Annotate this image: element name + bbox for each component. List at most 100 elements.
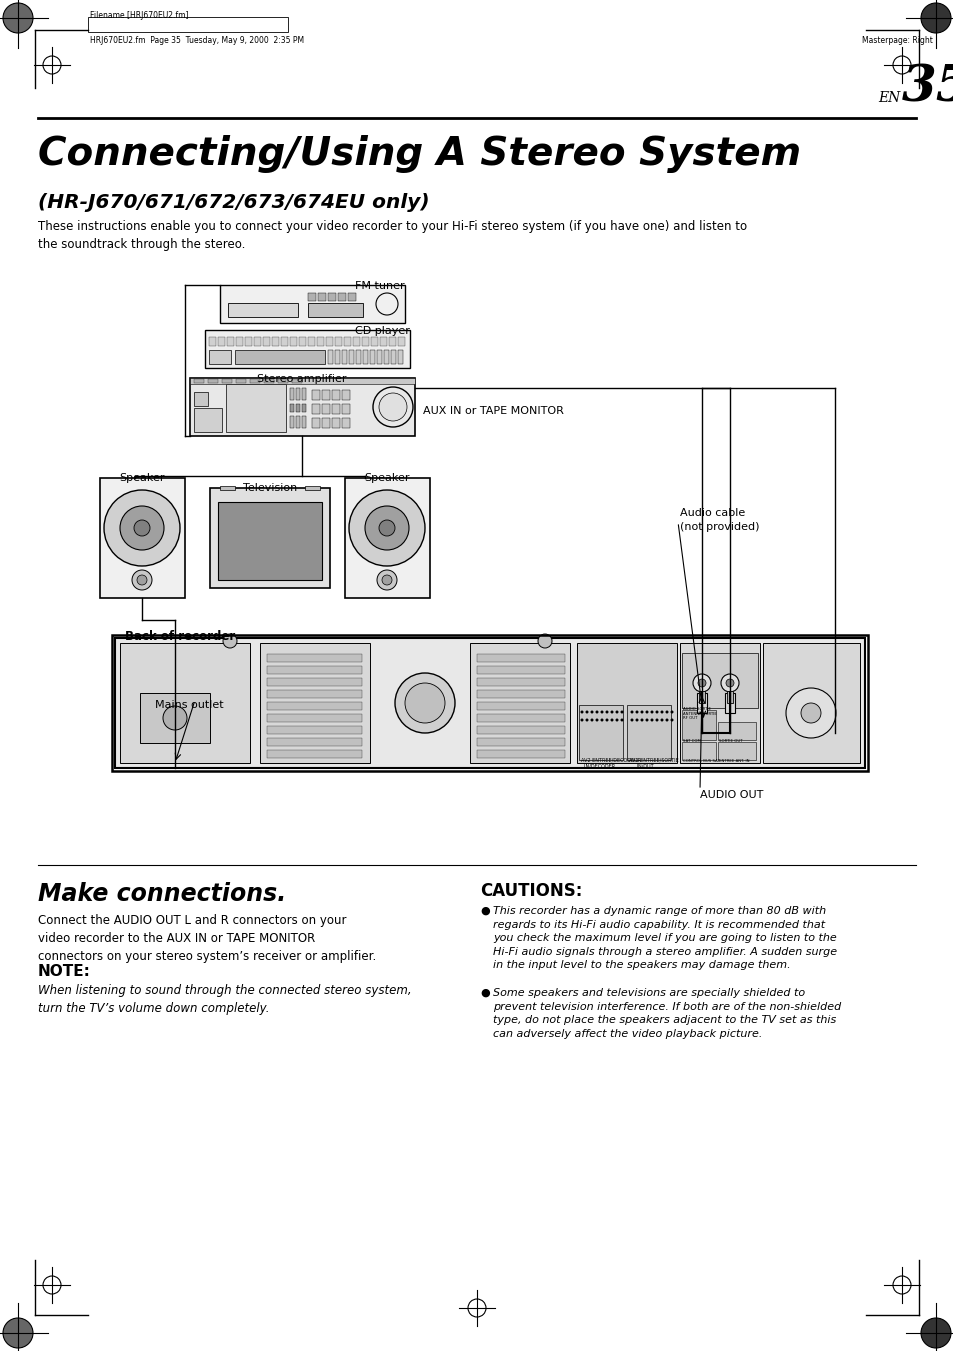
Bar <box>724 693 734 713</box>
Bar <box>298 336 306 346</box>
Circle shape <box>537 634 552 648</box>
Bar <box>263 336 270 346</box>
Circle shape <box>920 1319 950 1348</box>
Circle shape <box>645 711 648 713</box>
Bar <box>312 404 319 413</box>
Text: CONTROL BUS SAT: CONTROL BUS SAT <box>682 759 720 763</box>
Circle shape <box>120 507 164 550</box>
Bar <box>322 417 330 428</box>
Bar <box>476 678 564 686</box>
Bar <box>337 293 346 301</box>
Text: Masterpage: Right: Masterpage: Right <box>862 36 932 45</box>
Circle shape <box>590 711 593 713</box>
Bar <box>308 293 315 301</box>
Bar <box>220 486 234 490</box>
Circle shape <box>665 719 668 721</box>
Bar <box>295 388 299 400</box>
Circle shape <box>405 684 444 723</box>
Bar <box>476 690 564 698</box>
Text: SORTIE OUT: SORTIE OUT <box>719 739 741 743</box>
Circle shape <box>610 711 613 713</box>
Text: Filename [HRJ670EU2.fm]: Filename [HRJ670EU2.fm] <box>90 11 189 20</box>
Bar <box>267 703 361 711</box>
Bar <box>376 350 381 363</box>
Bar <box>281 336 288 346</box>
Circle shape <box>595 719 598 721</box>
Circle shape <box>639 719 643 721</box>
Bar <box>718 742 755 761</box>
Circle shape <box>920 3 950 32</box>
Bar <box>335 336 341 346</box>
Bar <box>470 643 569 763</box>
Bar <box>112 635 867 771</box>
Bar <box>193 392 208 407</box>
Text: SAT COM: SAT COM <box>682 739 700 743</box>
Bar <box>305 486 319 490</box>
Text: HRJ670EU2.fm  Page 35  Tuesday, May 9, 2000  2:35 PM: HRJ670EU2.fm Page 35 Tuesday, May 9, 200… <box>90 36 304 45</box>
Circle shape <box>579 719 583 721</box>
Text: Back of recorder: Back of recorder <box>125 630 235 643</box>
Bar <box>253 336 261 346</box>
Circle shape <box>639 711 643 713</box>
Bar <box>348 293 355 301</box>
Text: When listening to sound through the connected stereo system,
turn the TV’s volum: When listening to sound through the conn… <box>38 984 411 1015</box>
Bar <box>317 293 326 301</box>
Bar <box>384 350 389 363</box>
Circle shape <box>801 703 821 723</box>
Bar <box>290 404 294 412</box>
Bar <box>341 404 350 413</box>
Bar <box>292 380 302 382</box>
Circle shape <box>605 711 608 713</box>
Circle shape <box>630 719 633 721</box>
Bar <box>328 293 335 301</box>
Circle shape <box>590 719 593 721</box>
Text: (HR-J670/671/672/673/674EU only): (HR-J670/671/672/673/674EU only) <box>38 193 429 212</box>
Text: Connect the AUDIO OUT L and R connectors on your
video recorder to the AUX IN or: Connect the AUDIO OUT L and R connectors… <box>38 915 375 963</box>
Bar <box>322 390 330 400</box>
Bar <box>476 738 564 746</box>
Circle shape <box>381 576 392 585</box>
Bar <box>227 336 233 346</box>
Bar <box>312 390 319 400</box>
Bar <box>349 350 354 363</box>
Bar <box>88 18 288 32</box>
Circle shape <box>615 711 618 713</box>
Bar <box>267 654 361 662</box>
Bar <box>295 416 299 428</box>
Bar <box>681 711 716 740</box>
Bar <box>267 666 361 674</box>
Bar <box>267 690 361 698</box>
Bar <box>681 653 758 708</box>
Circle shape <box>659 719 662 721</box>
Text: Speaker: Speaker <box>364 473 410 484</box>
Bar <box>626 705 670 761</box>
Circle shape <box>610 719 613 721</box>
Text: ●: ● <box>479 907 489 916</box>
Circle shape <box>635 719 638 721</box>
Text: Connecting/Using A Stereo System: Connecting/Using A Stereo System <box>38 135 801 173</box>
Bar <box>235 336 243 346</box>
Bar <box>361 336 369 346</box>
Bar <box>476 703 564 711</box>
Bar <box>193 380 204 382</box>
Text: AUDIO OUT: AUDIO OUT <box>700 790 762 800</box>
Bar <box>302 404 306 412</box>
Bar <box>332 417 339 428</box>
Bar <box>679 643 760 763</box>
Bar <box>290 388 294 400</box>
Circle shape <box>698 680 705 688</box>
Bar <box>341 350 347 363</box>
Bar <box>370 350 375 363</box>
Bar <box>226 384 286 432</box>
Bar <box>577 643 677 763</box>
Text: AV1 ENTREE/SORTIE
     IN/OUT: AV1 ENTREE/SORTIE IN/OUT <box>628 758 678 769</box>
Bar <box>250 380 260 382</box>
Bar <box>115 638 864 767</box>
Bar <box>100 478 185 598</box>
Text: These instructions enable you to connect your video recorder to your Hi-Fi stere: These instructions enable you to connect… <box>38 220 746 251</box>
Bar <box>578 705 622 761</box>
Bar <box>476 654 564 662</box>
Bar <box>220 285 405 323</box>
Circle shape <box>655 719 658 721</box>
Circle shape <box>665 711 668 713</box>
